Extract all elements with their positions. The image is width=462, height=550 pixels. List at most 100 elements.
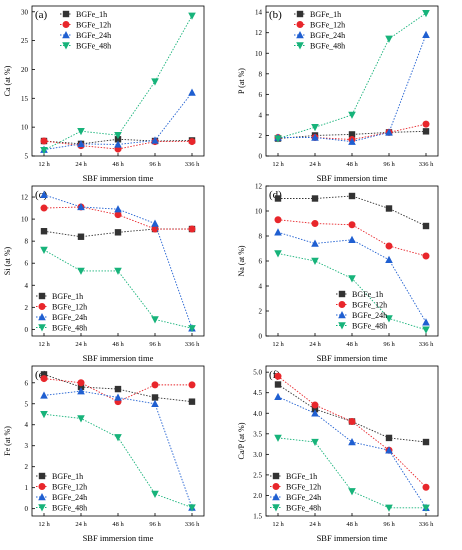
data-point [77,379,85,387]
y-tick-label: 25 [21,37,29,45]
legend-marker [272,504,280,512]
series-line [277,12,427,139]
data-point [422,120,430,128]
data-point [151,399,159,407]
y-tick-label: 12 [21,194,29,202]
data-point [422,30,430,38]
data-point [151,490,159,498]
legend-marker [272,493,280,501]
x-tick-label: 24 h [309,521,321,528]
series-BGFe_1h [40,371,196,405]
data-point [77,383,85,391]
y-tick-label: 6 [259,258,263,266]
data-point [114,434,122,442]
data-point [151,136,159,144]
x-tick-label: 336 h [185,521,200,528]
data-point [274,216,282,224]
data-point [422,326,430,334]
x-tick-label: 48 h [112,341,124,348]
y-tick-label: 10 [255,50,263,58]
y-axis-label: Na (at %) [237,245,246,276]
legend-marker [62,31,70,39]
data-point [188,381,196,389]
data-point [77,267,85,275]
data-point [422,128,430,135]
series-BGFe_12h [274,372,430,491]
data-point [311,220,319,227]
series-BGFe_12h [274,216,430,260]
y-tick-label: 12 [255,29,263,37]
series-line [43,206,192,230]
data-point [40,204,48,212]
legend-label: BGFe_12h [310,21,345,30]
data-point [114,136,122,143]
x-axis: 12 h 24 h 48 h 96 h 336 h [38,333,200,348]
y-tick-label: 3.0 [253,451,262,459]
chart-panel-f: 1.5 2.0 2.5 3.0 3.5 4.0 4.5 5.0 12 h 24 h 48 h 96 h… [237,365,439,543]
data-point [151,225,159,233]
legend-marker [38,324,46,332]
data-point [422,252,430,260]
data-point [311,438,319,447]
series-line [43,249,193,329]
y-axis: 1.5 2.0 2.5 3.0 3.5 4.0 4.5 5.0 [253,369,269,521]
y-tick-label: 8 [259,70,263,78]
data-point [274,250,282,258]
data-point [385,35,393,43]
x-tick-label: 24 h [75,521,87,528]
data-point [77,387,85,395]
y-axis-label: P (at %) [237,68,246,94]
data-point [422,438,430,446]
data-point [348,438,356,446]
y-axis-label: Fe (at %) [3,426,12,456]
data-point [348,417,356,425]
data-point [40,375,48,383]
x-axis-label: SBF immersion time [83,173,154,183]
data-point [422,222,430,230]
data-point [40,190,48,199]
x-tick-label: 24 h [309,341,321,348]
y-tick-label: 4 [25,282,29,290]
data-point [274,135,282,143]
y-tick-label: 5 [25,153,29,161]
legend-marker [296,21,304,28]
data-point [188,12,196,20]
y-tick-label: 4 [259,111,263,119]
data-point [385,128,393,136]
data-point [188,504,196,512]
data-point [188,225,196,233]
legend-label: BGFe_24h [52,313,87,322]
legend-label: BGFe_24h [52,493,87,502]
data-point [114,211,122,219]
data-point [151,78,159,86]
y-axis-label: Ca (at %) [3,65,12,96]
series-line [278,195,427,227]
data-point [385,205,393,212]
legend-marker [38,303,46,310]
x-tick-label: 336 h [419,521,434,528]
x-tick-label: 96 h [149,521,161,528]
data-point [348,221,356,229]
x-axis-label: SBF immersion time [317,173,388,183]
data-point [311,124,319,132]
series-line [277,219,427,257]
data-point [274,434,282,442]
y-axis: 0 2 4 6 8 10 12 14 [255,9,269,161]
x-axis: 12 h 24 h 48 h 96 h 336 h [272,153,434,168]
chart-panel-a: 5 10 15 20 25 30 12 h 24 h 48 h 96 h 336 h SBF imme… [3,5,205,183]
data-point [385,242,393,250]
data-point [151,381,159,389]
y-tick-label: 14 [255,9,263,17]
panel-label: (a) [35,9,48,21]
legend-label: BGFe_48h [52,324,87,333]
x-axis-label: SBF immersion time [83,533,154,543]
x-tick-label: 48 h [112,521,124,528]
data-point [348,111,356,119]
x-axis-label: SBF immersion time [317,533,388,543]
y-tick-label: 6 [25,260,29,268]
series-BGFe_24h [40,190,196,332]
panel-label: (b) [269,9,282,21]
series-line [277,437,426,509]
legend-marker [38,472,46,480]
series-line [277,384,427,443]
